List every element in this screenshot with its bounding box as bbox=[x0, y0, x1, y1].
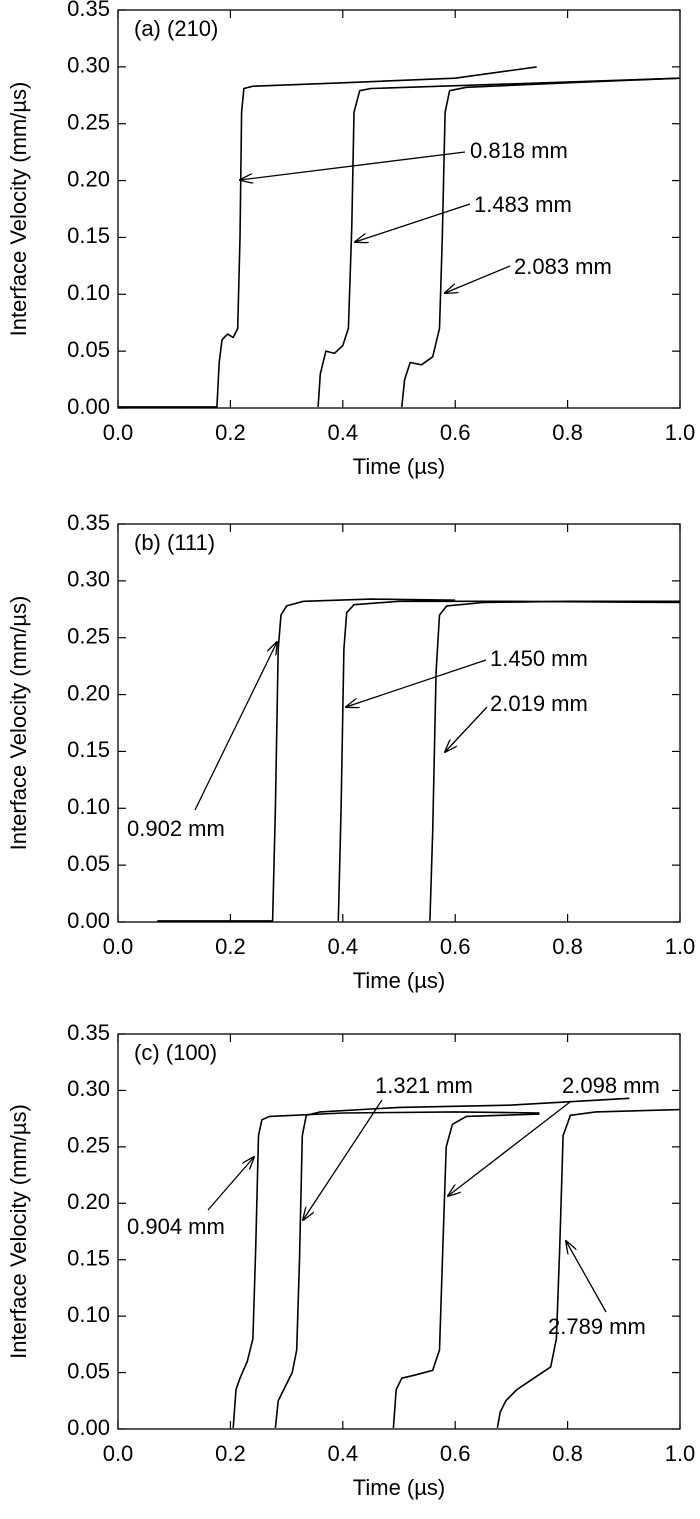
y-tick-label: 0.15 bbox=[67, 737, 110, 762]
y-axis-label: Interface Velocity (mm/µs) bbox=[6, 1104, 31, 1359]
y-tick-label: 0.35 bbox=[67, 1020, 110, 1045]
velocity-curve bbox=[337, 600, 681, 921]
velocity-curve bbox=[232, 1111, 540, 1428]
y-tick-label: 0.15 bbox=[67, 1246, 110, 1271]
plot-frame bbox=[117, 1033, 681, 1430]
velocity-curve bbox=[317, 77, 681, 407]
velocity-curve bbox=[392, 1113, 540, 1428]
y-tick-label: 0.20 bbox=[67, 1189, 110, 1214]
x-tick-label: 0.4 bbox=[328, 420, 359, 445]
x-tick-label: 1.0 bbox=[665, 934, 696, 959]
panel-label: (b) (111) bbox=[134, 530, 215, 555]
y-tick-label: 0.25 bbox=[67, 110, 110, 135]
x-tick-label: 0.2 bbox=[215, 420, 246, 445]
plot-frame bbox=[117, 523, 681, 923]
velocity-curve bbox=[496, 1108, 681, 1429]
y-tick-label: 0.25 bbox=[67, 1133, 110, 1158]
y-tick-label: 0.05 bbox=[67, 851, 110, 876]
y-axis-label: Interface Velocity (mm/µs) bbox=[6, 596, 31, 851]
annotation-arrow bbox=[445, 706, 488, 752]
y-tick-label: 0.05 bbox=[67, 1358, 110, 1383]
y-tick-label: 0.05 bbox=[67, 337, 110, 362]
plot-frame bbox=[117, 9, 681, 409]
annotation-arrow bbox=[207, 1157, 254, 1211]
panel-label: (c) (100) bbox=[134, 1040, 217, 1065]
x-tick-label: 0.6 bbox=[440, 1441, 471, 1466]
y-tick-label: 0.30 bbox=[67, 567, 110, 592]
annotation: 1.321 mm bbox=[375, 1073, 473, 1098]
y-tick-label: 0.00 bbox=[67, 1415, 110, 1440]
x-tick-label: 0.0 bbox=[103, 934, 134, 959]
x-axis-label: Time (µs) bbox=[353, 1475, 446, 1500]
velocity-curve bbox=[118, 66, 537, 408]
x-tick-label: 0.0 bbox=[103, 1441, 134, 1466]
y-tick-label: 0.10 bbox=[67, 794, 110, 819]
y-tick-label: 0.00 bbox=[67, 394, 110, 419]
y-tick-label: 0.30 bbox=[67, 53, 110, 78]
x-axis-label: Time (µs) bbox=[353, 968, 446, 993]
x-tick-label: 0.8 bbox=[552, 934, 583, 959]
x-tick-label: 0.6 bbox=[440, 934, 471, 959]
annotation-arrow bbox=[240, 151, 466, 180]
annotation: 2.083 mm bbox=[514, 254, 612, 279]
velocity-curve bbox=[429, 600, 680, 921]
x-tick-label: 1.0 bbox=[665, 1441, 696, 1466]
x-tick-label: 0.4 bbox=[328, 934, 359, 959]
annotation: 1.450 mm bbox=[490, 646, 588, 671]
x-tick-label: 0.4 bbox=[328, 1441, 359, 1466]
annotation-arrow bbox=[448, 1101, 571, 1196]
y-tick-label: 0.35 bbox=[67, 0, 110, 21]
y-tick-label: 0.20 bbox=[67, 680, 110, 705]
y-tick-label: 0.35 bbox=[67, 510, 110, 535]
y-tick-label: 0.15 bbox=[67, 223, 110, 248]
x-axis-label: Time (µs) bbox=[353, 454, 446, 479]
panel: 0.0 0.2 0.4 0.6 0.8 1.0 0.00 0.05 0.10 0.15 0.20 0.… bbox=[6, 510, 695, 993]
panel: 0.0 0.2 0.4 0.6 0.8 1.0 0.00 0.05 0.10 0.15 0.20 0.… bbox=[6, 1020, 695, 1500]
annotation: 2.098 mm bbox=[562, 1073, 660, 1098]
annotation: 1.483 mm bbox=[474, 192, 572, 217]
y-axis-label: Interface Velocity (mm/µs) bbox=[6, 82, 31, 337]
velocity-curve bbox=[401, 77, 681, 407]
panel-label: (a) (210) bbox=[134, 16, 218, 41]
x-tick-label: 0.2 bbox=[215, 934, 246, 959]
velocity-curve bbox=[157, 598, 456, 922]
annotation: 0.818 mm bbox=[470, 138, 568, 163]
annotation: 2.789 mm bbox=[548, 1314, 646, 1339]
velocity-curve bbox=[274, 1097, 630, 1428]
annotation: 0.904 mm bbox=[127, 1214, 225, 1239]
annotation-arrow bbox=[566, 1241, 607, 1313]
y-tick-label: 0.30 bbox=[67, 1076, 110, 1101]
x-tick-label: 1.0 bbox=[665, 420, 696, 445]
annotation: 0.902 mm bbox=[127, 816, 225, 841]
x-tick-label: 0.8 bbox=[552, 1441, 583, 1466]
x-tick-label: 0.8 bbox=[552, 420, 583, 445]
y-tick-label: 0.10 bbox=[67, 280, 110, 305]
annotation-arrow bbox=[346, 659, 487, 707]
y-tick-label: 0.10 bbox=[67, 1302, 110, 1327]
y-tick-label: 0.00 bbox=[67, 908, 110, 933]
x-tick-label: 0.6 bbox=[440, 420, 471, 445]
y-tick-label: 0.20 bbox=[67, 166, 110, 191]
x-tick-label: 0.0 bbox=[103, 420, 134, 445]
annotation-arrow bbox=[445, 265, 511, 293]
y-tick-label: 0.25 bbox=[67, 624, 110, 649]
annotation-arrow bbox=[355, 203, 471, 242]
annotation: 2.019 mm bbox=[490, 691, 588, 716]
annotation-arrow bbox=[303, 1099, 383, 1220]
panel: 0.0 0.2 0.4 0.6 0.8 1.0 0.00 0.05 0.10 0.15 0.20 0.… bbox=[6, 0, 695, 479]
x-tick-label: 0.2 bbox=[215, 1441, 246, 1466]
annotation-arrow bbox=[194, 642, 277, 811]
